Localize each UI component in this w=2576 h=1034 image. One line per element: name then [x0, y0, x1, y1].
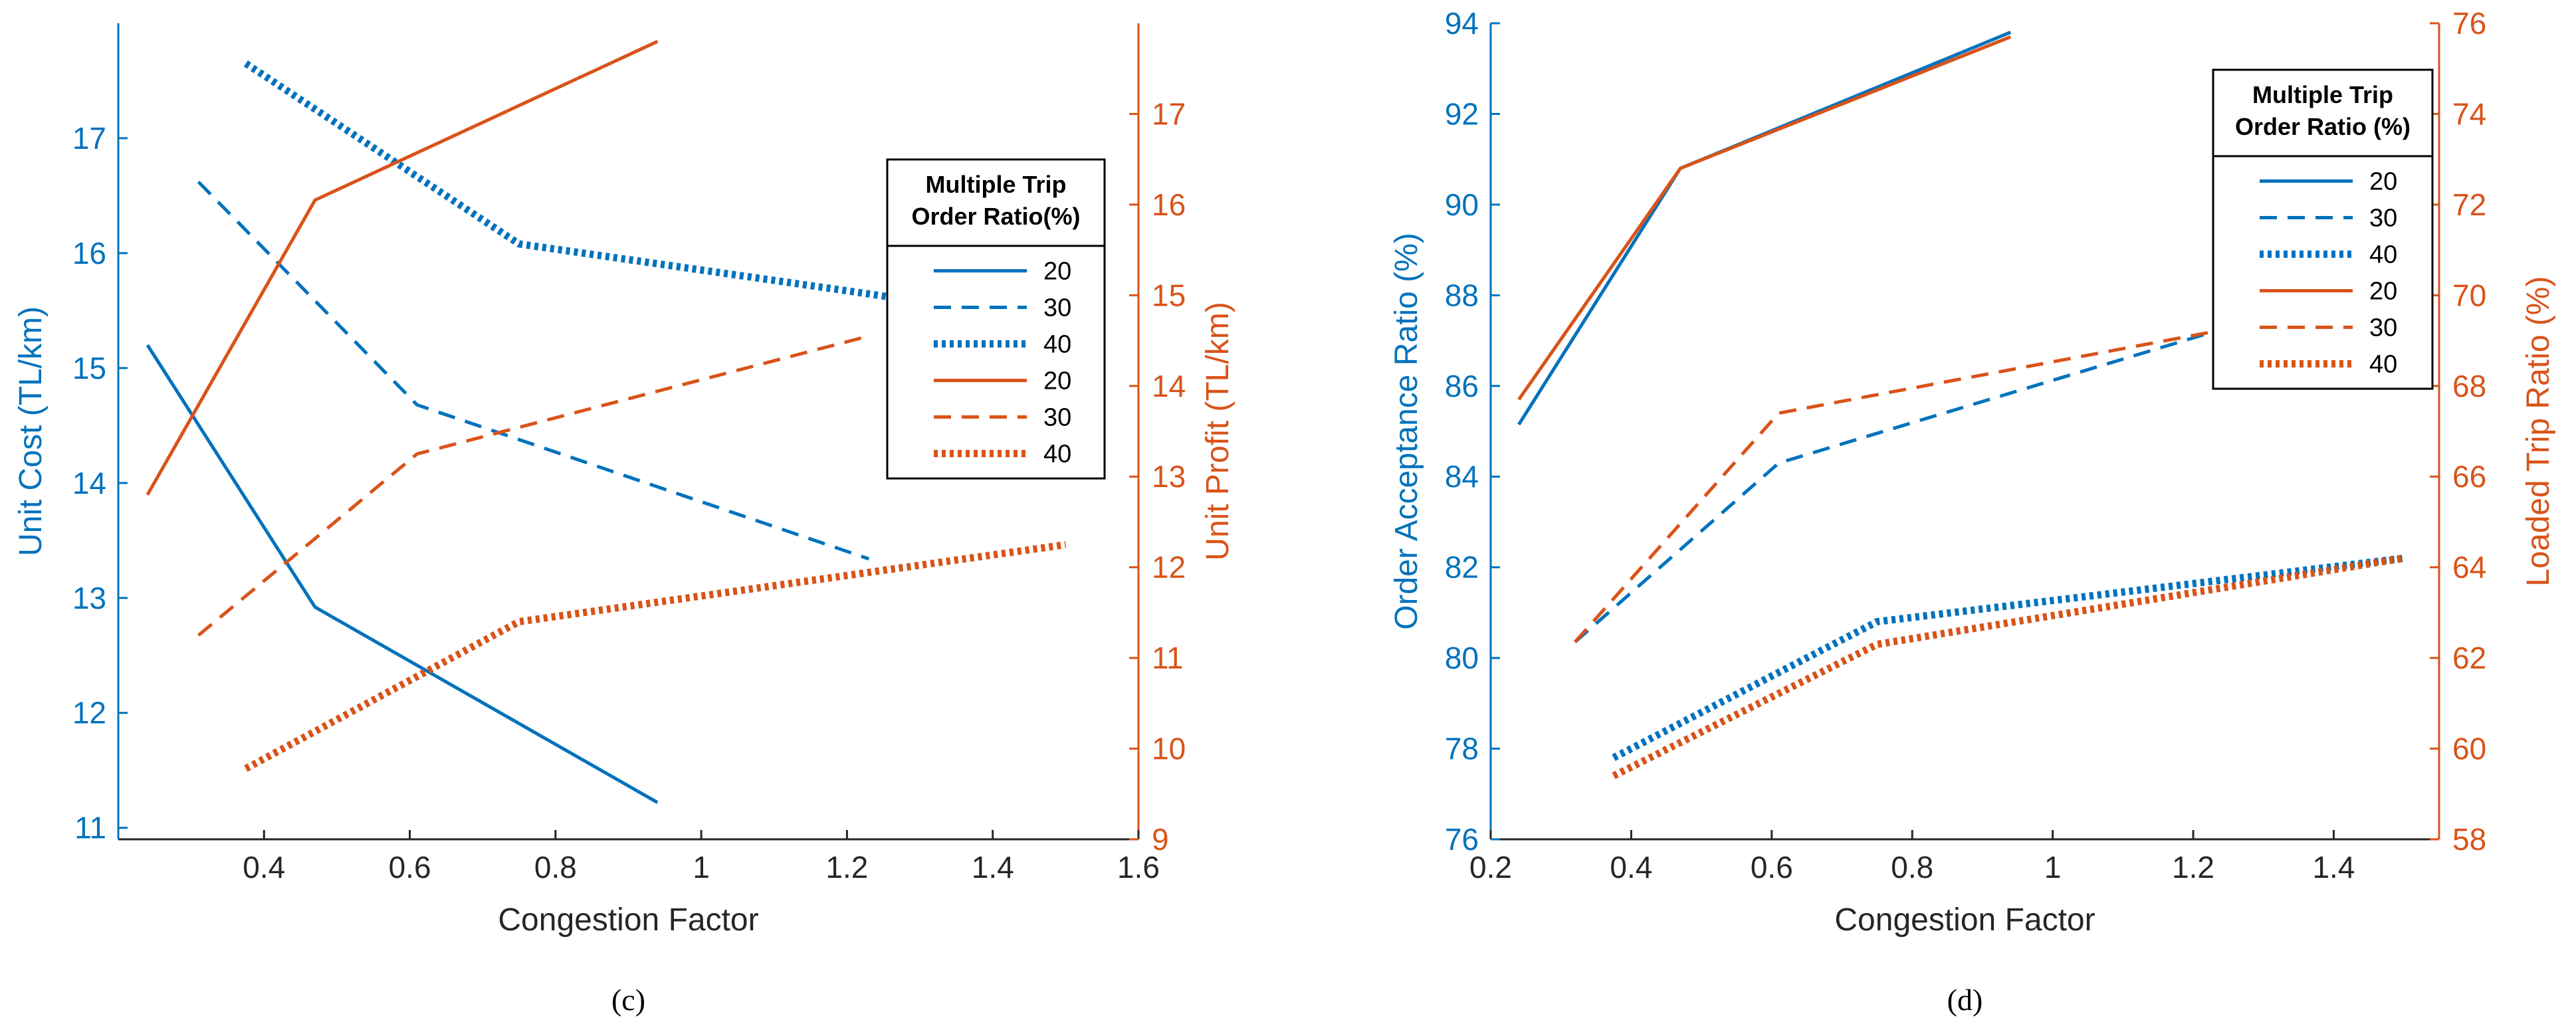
legend-title-line1: Multiple Trip	[926, 171, 1067, 198]
legend-entry-label: 20	[1043, 258, 1071, 286]
legend-entry-label: 40	[2369, 241, 2397, 269]
x-tick-label: 0.6	[389, 850, 431, 884]
right-y-tick-label: 64	[2452, 550, 2486, 585]
series-line-blue-30	[1574, 330, 2215, 644]
right-y-tick-label: 62	[2452, 641, 2486, 675]
right-y-tick-label: 12	[1152, 550, 1186, 585]
left-y-axis-label: Unit Cost (TL/km)	[13, 306, 49, 556]
x-tick-label: 1	[2044, 850, 2062, 884]
right-y-tick-label: 16	[1152, 187, 1186, 222]
legend-entry-label: 20	[2369, 168, 2397, 196]
left-y-tick-label: 94	[1445, 6, 1479, 41]
left-y-tick-label: 86	[1445, 369, 1479, 403]
right-y-tick-label: 74	[2452, 96, 2486, 131]
x-tick-label: 0.4	[243, 850, 285, 884]
right-y-axis-label: Loaded Trip Ratio (%)	[2521, 276, 2556, 587]
legend-title-line2: Order Ratio(%)	[911, 203, 1080, 230]
left-y-tick-label: 14	[72, 466, 106, 500]
legend-entry-label: 20	[1043, 367, 1071, 395]
x-tick-label: 0.8	[1891, 850, 1933, 884]
legend-entry-label: 30	[2369, 205, 2397, 233]
panel-label: (c)	[611, 983, 645, 1017]
legend-entry-label: 40	[2369, 351, 2397, 379]
left-y-tick-label: 92	[1445, 96, 1479, 131]
legend-entry-label: 30	[1043, 294, 1071, 322]
right-y-tick-label: 60	[2452, 732, 2486, 766]
left-y-tick-label: 84	[1445, 459, 1479, 494]
x-axis-label: Congestion Factor	[498, 902, 758, 938]
series-line-orange-30	[1573, 330, 2215, 643]
x-tick-label: 1.6	[1117, 850, 1160, 884]
x-tick-label: 1.4	[2312, 850, 2355, 884]
right-y-tick-label: 10	[1152, 732, 1186, 766]
left-y-tick-label: 78	[1445, 732, 1479, 766]
x-tick-label: 0.4	[1610, 850, 1652, 884]
legend-entry-label: 30	[1043, 404, 1071, 432]
right-y-tick-label: 68	[2452, 369, 2486, 403]
left-y-tick-label: 17	[72, 121, 106, 155]
series-line-orange-40	[244, 541, 1067, 772]
x-tick-label: 1.2	[2172, 850, 2214, 884]
left-y-tick-label: 15	[72, 351, 106, 385]
right-y-tick-label: 76	[2452, 6, 2486, 41]
right-y-tick-label: 70	[2452, 278, 2486, 312]
left-y-tick-label: 12	[72, 696, 106, 730]
x-tick-label: 1	[693, 850, 710, 884]
legend-entry-label: 40	[1043, 331, 1071, 359]
left-y-tick-label: 80	[1445, 641, 1479, 675]
left-y-tick-label: 88	[1445, 278, 1479, 312]
legend: Multiple Trip Order Ratio(%) 20 30 40 20 30 40	[886, 158, 1106, 480]
right-y-tick-label: 15	[1152, 278, 1186, 312]
x-tick-label: 0.2	[1469, 850, 1512, 884]
legend-entry-label: 20	[2369, 278, 2397, 306]
legend-box	[2212, 68, 2434, 390]
left-y-tick-label: 11	[74, 811, 106, 845]
legend-title-line2: Order Ratio (%)	[2235, 113, 2411, 140]
x-axis-label: Congestion Factor	[1834, 902, 2095, 938]
x-tick-label: 1.4	[972, 850, 1014, 884]
left-y-tick-label: 76	[1445, 822, 1479, 857]
left-y-tick-label: 82	[1445, 550, 1479, 585]
legend-title-line1: Multiple Trip	[2252, 81, 2393, 108]
legend: Multiple Trip Order Ratio (%) 20 30 40 20 30 40	[2212, 68, 2434, 390]
right-y-tick-label: 66	[2452, 459, 2486, 494]
left-y-tick-label: 16	[72, 236, 106, 270]
chart-panel-d: 0.2 0.4 0.6 0.8 1 1.2 1.4 76 78 80 82 84 86 88 90 92 94 5…	[1389, 6, 2556, 1017]
left-y-tick-label: 13	[72, 581, 106, 615]
left-y-tick-label: 90	[1445, 187, 1479, 222]
right-y-tick-label: 9	[1152, 822, 1169, 857]
x-tick-label: 0.8	[534, 850, 577, 884]
right-y-tick-label: 14	[1152, 369, 1186, 403]
right-y-tick-label: 13	[1152, 459, 1186, 494]
right-y-tick-label: 58	[2452, 822, 2486, 857]
right-y-axis-label: Unit Profit (TL/km)	[1200, 302, 1235, 560]
legend-entry-label: 40	[1043, 441, 1071, 468]
right-y-tick-label: 17	[1152, 96, 1186, 131]
right-y-tick-label: 72	[2452, 187, 2486, 222]
legend-entry-label: 30	[2369, 314, 2397, 342]
x-tick-label: 1.2	[825, 850, 868, 884]
left-y-axis-label: Order Acceptance Ratio (%)	[1389, 233, 1424, 630]
right-y-tick-label: 11	[1152, 641, 1184, 675]
series-line-orange-40	[1612, 554, 2405, 779]
panel-label: (d)	[1947, 983, 1983, 1017]
x-tick-label: 0.6	[1751, 850, 1793, 884]
legend-box	[886, 158, 1106, 480]
chart-panel-c: 0.4 0.6 0.8 1 1.2 1.4 1.6 11 12 13 14 15 16 17 9 10 11 12…	[13, 23, 1235, 1017]
